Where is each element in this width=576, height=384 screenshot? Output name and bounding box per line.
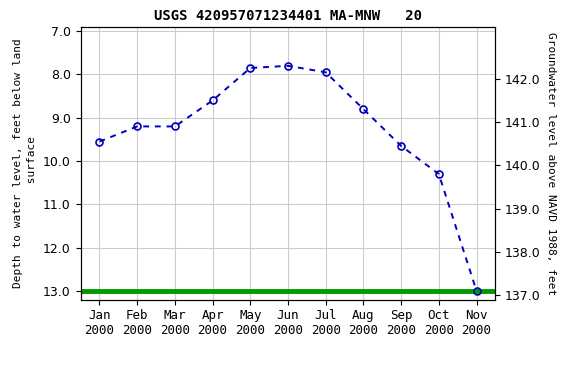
Legend: Period of approved data: Period of approved data bbox=[179, 382, 397, 384]
Title: USGS 420957071234401 MA-MNW   20: USGS 420957071234401 MA-MNW 20 bbox=[154, 9, 422, 23]
Y-axis label: Groundwater level above NAVD 1988, feet: Groundwater level above NAVD 1988, feet bbox=[547, 31, 556, 295]
Y-axis label: Depth to water level, feet below land
 surface: Depth to water level, feet below land su… bbox=[13, 38, 37, 288]
